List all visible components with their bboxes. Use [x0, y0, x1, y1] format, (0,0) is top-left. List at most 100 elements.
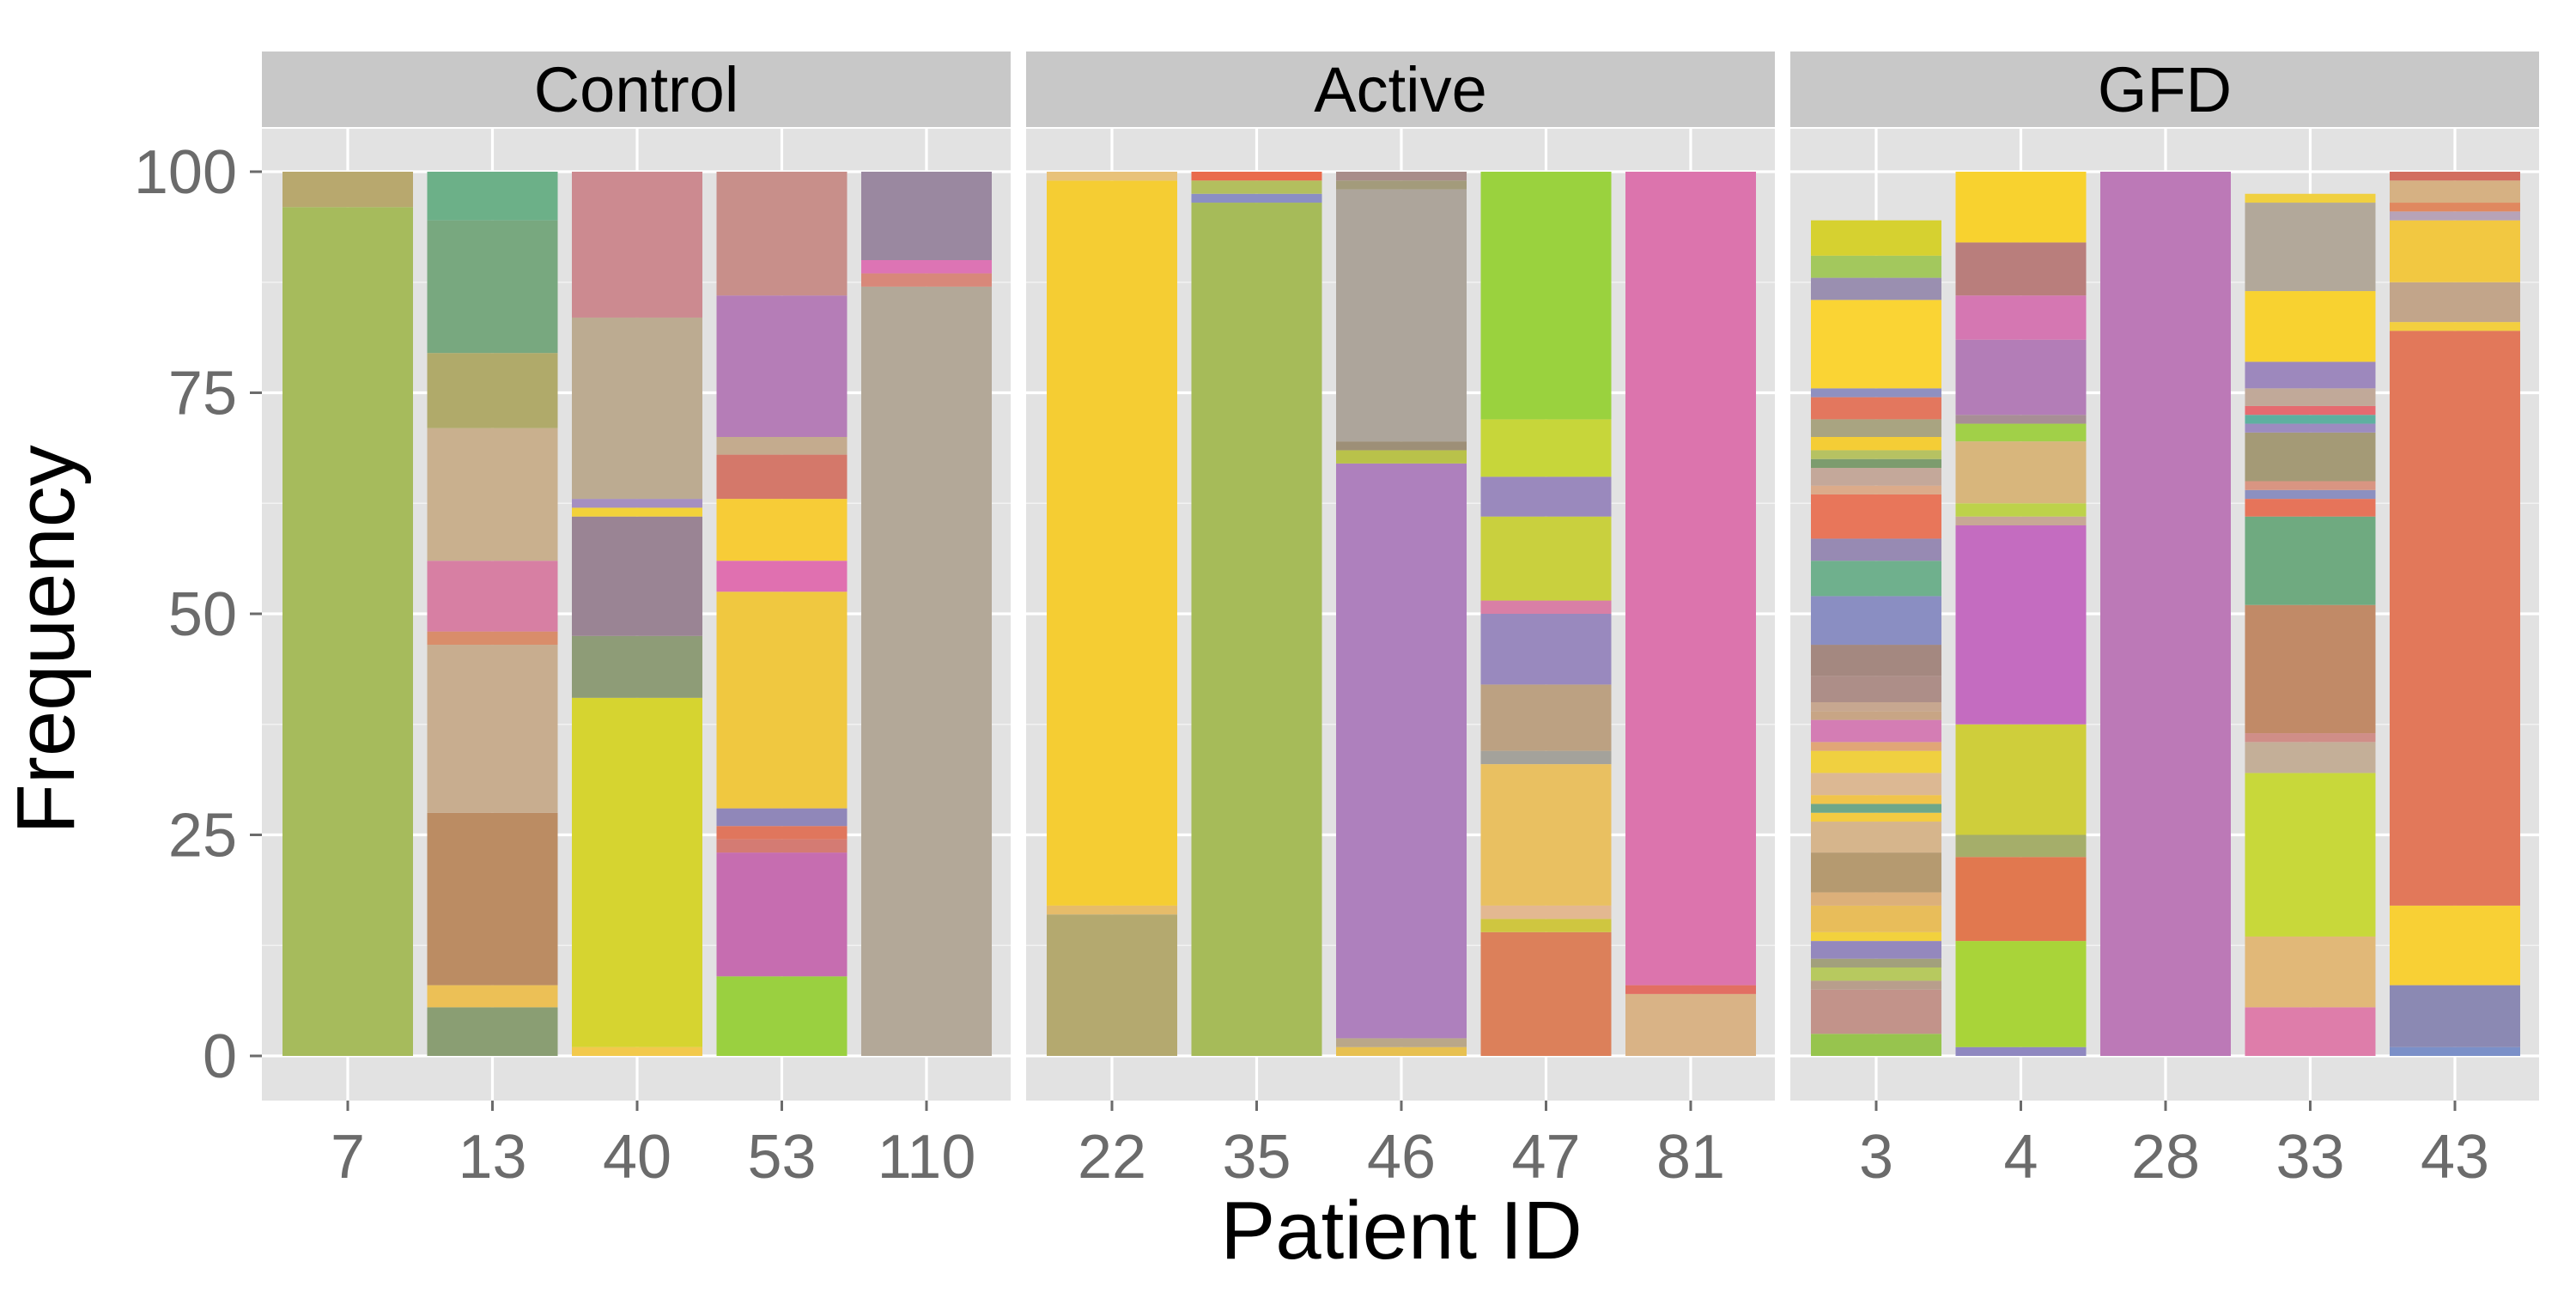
y-tick-label: 50: [168, 580, 237, 649]
bar-segment: [1811, 1034, 1941, 1056]
bar-segment: [716, 852, 848, 977]
bar-segment: [861, 260, 992, 274]
bar-segment: [2245, 291, 2376, 362]
bar-segment: [1955, 941, 2087, 1047]
bar-segment: [1811, 742, 1941, 751]
bar-segment: [1955, 295, 2087, 340]
bar-segment: [1811, 494, 1941, 539]
bar-segment: [1811, 458, 1941, 469]
bar-segment: [1336, 180, 1467, 190]
facet-panels: Control 7 13 40 53 110 Active 22 35 46 47 81 GFD 3 4 28…: [262, 52, 2539, 1192]
bar-33: [2245, 193, 2376, 1056]
bar-segment: [1191, 193, 1322, 203]
bar-110: [861, 172, 992, 1056]
facet-strip: [262, 52, 1011, 127]
bar-segment: [2390, 282, 2520, 323]
bar-segment: [716, 499, 848, 561]
facet-strip: [1026, 52, 1775, 127]
bar-40: [572, 172, 702, 1056]
facet-strip-label: GFD: [2098, 54, 2232, 125]
x-tick-label: 40: [603, 1123, 671, 1192]
x-tick-label: 46: [1367, 1123, 1436, 1192]
x-tick-label: 7: [331, 1123, 365, 1192]
bar-segment: [1811, 561, 1941, 597]
facet-panel-active: Active 22 35 46 47 81: [1026, 52, 1775, 1192]
bar-segment: [2245, 423, 2376, 433]
bar-segment: [1625, 985, 1756, 994]
bar-segment: [2245, 733, 2376, 743]
x-axis-title: Patient ID: [1220, 1185, 1583, 1277]
bar-segment: [1625, 172, 1756, 986]
bar-segment: [2390, 203, 2520, 212]
bar-segment: [2390, 180, 2520, 203]
bar-segment: [1336, 189, 1467, 442]
facet-panel-control: Control 7 13 40 53 110: [262, 52, 1011, 1192]
bar-segment: [1955, 724, 2087, 835]
bar-4: [1955, 172, 2087, 1056]
bar-segment: [1811, 905, 1941, 932]
bar-segment: [1336, 441, 1467, 451]
bar-segment: [572, 635, 702, 698]
bar-segment: [427, 812, 558, 986]
bar-segment: [1955, 503, 2087, 517]
x-tick-label: 43: [2421, 1123, 2489, 1192]
bar-segment: [1955, 339, 2087, 416]
bar-segment: [427, 985, 558, 1008]
bar-segment: [572, 697, 702, 1047]
bar-segment: [1047, 914, 1177, 1056]
bar-segment: [1811, 255, 1941, 278]
y-tick-label: 100: [134, 138, 237, 207]
bar-segment: [716, 976, 848, 1056]
bar-segment: [2390, 1046, 2520, 1056]
bar-segment: [1336, 1046, 1467, 1056]
bar-segment: [1955, 415, 2087, 424]
bar-segment: [2245, 388, 2376, 406]
x-tick-label: 110: [878, 1123, 976, 1192]
bar-segment: [1811, 989, 1941, 1034]
bar-segment: [2245, 516, 2376, 605]
bar-segment: [1811, 773, 1941, 796]
bar-segment: [1955, 857, 2087, 942]
x-tick-label: 47: [1511, 1123, 1580, 1192]
facet-strip: [1790, 52, 2539, 127]
bar-segment: [283, 207, 413, 1056]
bar-segment: [1811, 397, 1941, 420]
bar-segment: [572, 499, 702, 508]
bar-segment: [427, 353, 558, 428]
bar-segment: [1811, 676, 1941, 702]
y-axis-title: Frequency: [0, 445, 92, 834]
bar-segment: [427, 428, 558, 561]
x-tick-label: 4: [2003, 1123, 2038, 1192]
bar-segment: [716, 295, 848, 437]
bar-segment: [2390, 331, 2520, 906]
bar-segment: [2245, 936, 2376, 1008]
bar-segment: [1480, 750, 1612, 765]
bar-segment: [2245, 432, 2376, 482]
bar-segment: [716, 808, 848, 827]
bar-segment: [1811, 596, 1941, 646]
bar-segment: [1480, 614, 1612, 685]
bar-segment: [1480, 919, 1612, 932]
bar-segment: [2245, 405, 2376, 416]
bar-segment: [1811, 711, 1941, 720]
bar-7: [283, 172, 413, 1056]
y-tick-label: 0: [203, 1022, 237, 1091]
bar-segment: [716, 839, 848, 853]
bar-segment: [1191, 203, 1322, 1057]
bar-segment: [427, 645, 558, 813]
bar-segment: [1811, 300, 1941, 389]
bar-segment: [1811, 485, 1941, 494]
facet-strip-label: Control: [534, 54, 739, 125]
x-tick-label: 81: [1656, 1123, 1725, 1192]
bar-segment: [1811, 852, 1941, 893]
bar-35: [1191, 172, 1322, 1057]
bar-segment: [1480, 684, 1612, 751]
bar-segment: [716, 454, 848, 500]
bar-segment: [2245, 415, 2376, 424]
x-tick-label: 13: [458, 1123, 526, 1192]
bar-segment: [716, 437, 848, 455]
bar-segment: [1336, 1038, 1467, 1047]
bar-segment: [1811, 812, 1941, 822]
